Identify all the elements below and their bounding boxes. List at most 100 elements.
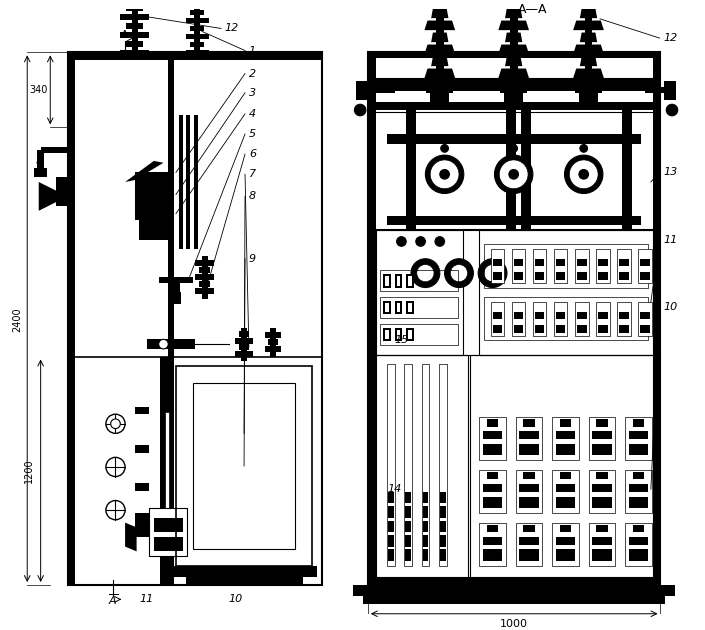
Circle shape: [159, 340, 168, 349]
Bar: [589, 417, 615, 461]
Bar: [577, 325, 587, 333]
Bar: [632, 472, 644, 479]
Bar: [577, 272, 587, 280]
Text: 12: 12: [663, 33, 678, 43]
Bar: [484, 244, 648, 287]
Bar: [422, 549, 428, 561]
Polygon shape: [125, 523, 137, 551]
Text: 10: 10: [663, 302, 678, 312]
Bar: [618, 302, 631, 336]
Bar: [625, 523, 652, 566]
Bar: [195, 260, 214, 266]
Bar: [376, 79, 653, 91]
Bar: [514, 311, 523, 319]
Text: 5: 5: [249, 129, 256, 139]
Bar: [629, 484, 648, 492]
Circle shape: [397, 237, 406, 246]
Bar: [422, 364, 429, 566]
Bar: [629, 444, 648, 455]
Bar: [440, 507, 446, 518]
Bar: [584, 8, 592, 79]
Bar: [41, 147, 68, 153]
Bar: [121, 50, 149, 55]
Bar: [405, 492, 411, 503]
Bar: [388, 535, 393, 547]
Bar: [265, 346, 281, 352]
Bar: [235, 338, 252, 343]
Circle shape: [499, 160, 528, 189]
Bar: [560, 525, 571, 532]
Bar: [376, 102, 653, 110]
Text: 13: 13: [663, 168, 678, 178]
Bar: [368, 52, 661, 58]
Bar: [556, 537, 575, 545]
Bar: [405, 535, 411, 547]
Text: 2: 2: [249, 69, 256, 79]
Bar: [368, 52, 661, 585]
Bar: [520, 484, 539, 492]
Bar: [363, 595, 666, 604]
Circle shape: [106, 457, 125, 476]
Bar: [514, 272, 523, 280]
Bar: [422, 535, 428, 547]
Bar: [185, 18, 209, 23]
Circle shape: [510, 144, 517, 152]
Bar: [176, 366, 312, 566]
Bar: [640, 259, 650, 266]
Bar: [187, 115, 190, 249]
Bar: [140, 219, 168, 239]
Bar: [395, 274, 403, 287]
Polygon shape: [135, 513, 149, 537]
Bar: [171, 292, 180, 304]
Bar: [56, 177, 69, 206]
Bar: [470, 355, 653, 577]
Bar: [622, 110, 632, 230]
Bar: [575, 79, 602, 93]
Bar: [520, 537, 539, 545]
Polygon shape: [580, 9, 597, 18]
Bar: [368, 52, 376, 585]
Bar: [506, 110, 515, 230]
Bar: [491, 302, 504, 336]
Polygon shape: [431, 57, 448, 66]
Bar: [493, 311, 502, 319]
Polygon shape: [505, 57, 522, 66]
Bar: [135, 406, 149, 414]
Bar: [159, 277, 193, 283]
Polygon shape: [573, 45, 604, 54]
Bar: [387, 134, 642, 144]
Polygon shape: [498, 21, 529, 30]
Circle shape: [570, 160, 598, 189]
Bar: [640, 272, 650, 280]
Bar: [487, 419, 498, 427]
Bar: [388, 549, 393, 561]
Circle shape: [106, 414, 125, 433]
Polygon shape: [424, 69, 455, 78]
Bar: [596, 472, 608, 479]
Bar: [592, 537, 611, 545]
Bar: [422, 507, 428, 518]
Bar: [592, 496, 611, 508]
Circle shape: [494, 155, 533, 193]
Bar: [164, 412, 171, 547]
Bar: [639, 249, 652, 283]
Text: 1: 1: [249, 45, 256, 55]
Bar: [577, 311, 587, 319]
Bar: [598, 311, 608, 319]
Bar: [368, 577, 661, 585]
Bar: [556, 259, 565, 266]
Bar: [440, 549, 446, 561]
Bar: [535, 325, 544, 333]
Bar: [388, 492, 393, 503]
Bar: [194, 115, 198, 249]
Text: 10: 10: [228, 594, 243, 604]
Circle shape: [484, 265, 501, 282]
Bar: [376, 230, 462, 355]
Bar: [483, 484, 502, 492]
Bar: [166, 412, 169, 547]
Bar: [440, 520, 446, 532]
Bar: [560, 419, 571, 427]
Text: 340: 340: [30, 85, 48, 95]
Bar: [440, 535, 446, 547]
Bar: [193, 384, 295, 549]
